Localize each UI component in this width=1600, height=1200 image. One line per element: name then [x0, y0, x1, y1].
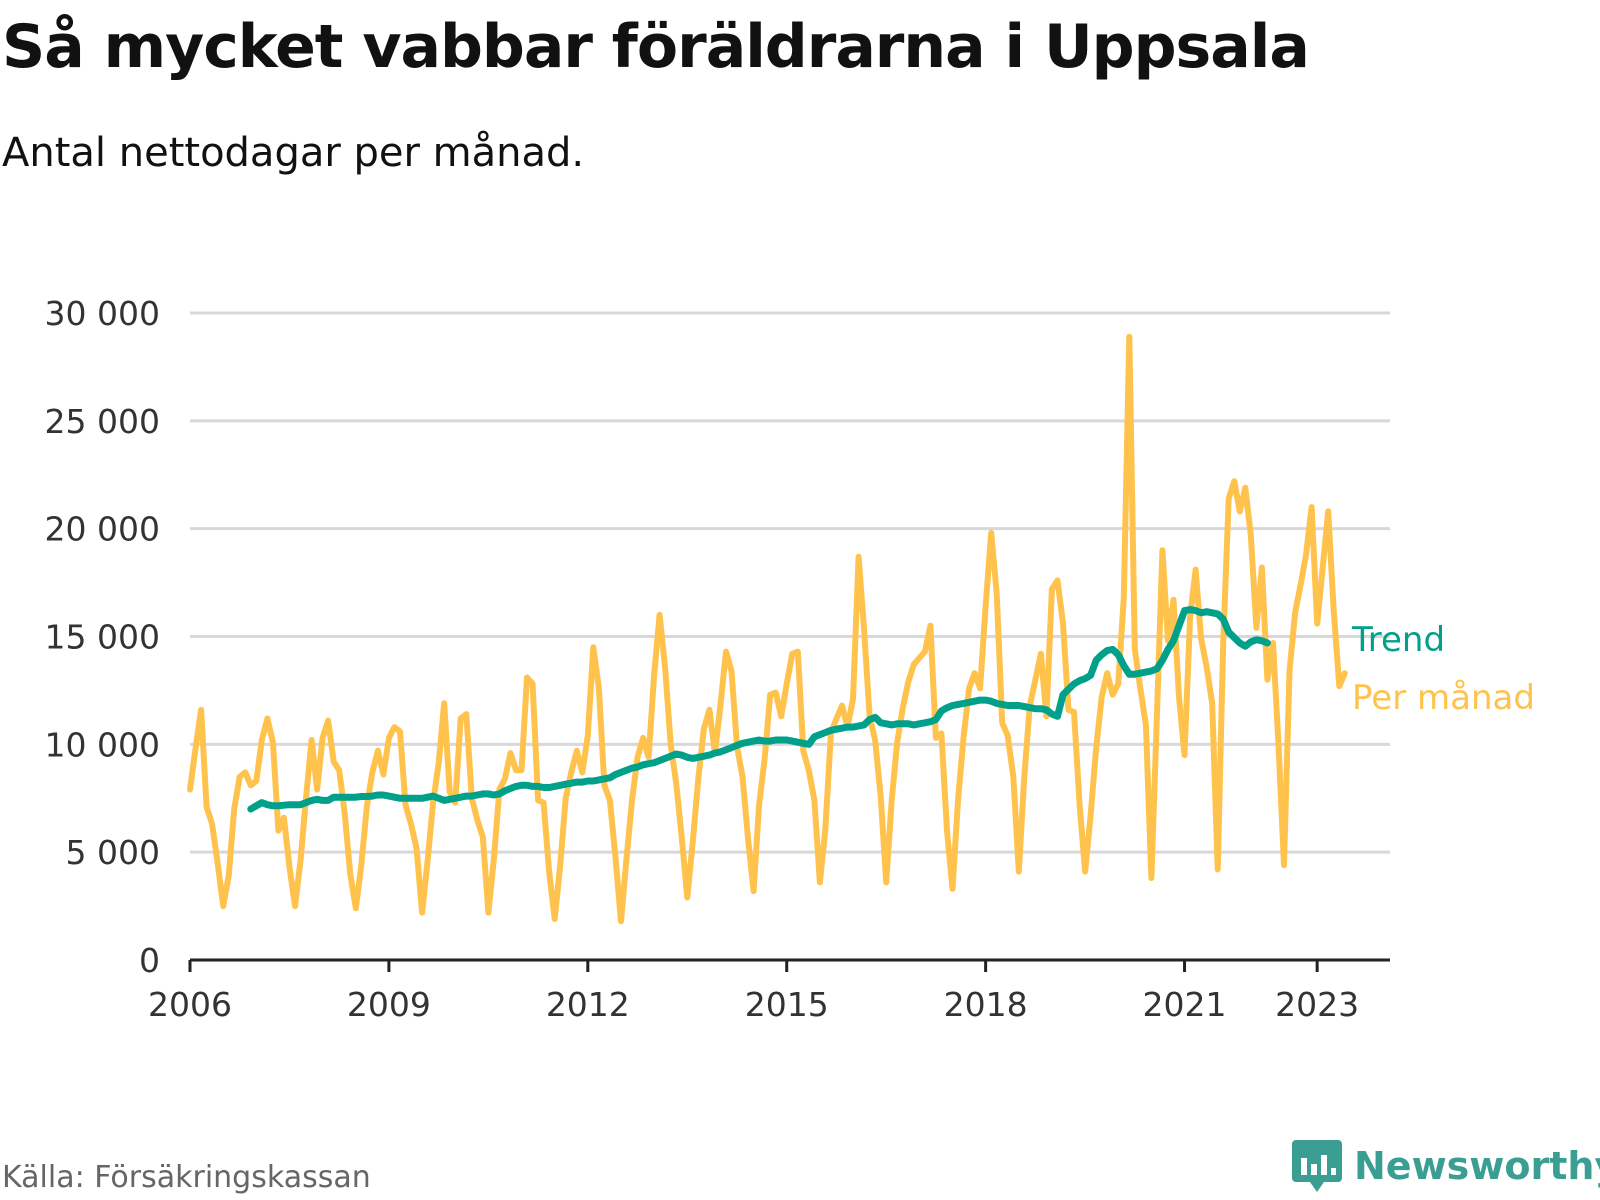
x-tick-label: 2006 [148, 985, 232, 1024]
x-tick-label: 2021 [1143, 985, 1227, 1024]
trend-series-line [247, 606, 1271, 813]
x-axis: 2006 2009 2012 2015 2018 2021 2023 [148, 958, 1390, 1024]
brand-logo: Newsworthy [1292, 1138, 1600, 1194]
monthly-series-line [187, 333, 1348, 925]
source-note: Källa: Försäkringskassan [2, 1160, 371, 1195]
x-tick-label: 2023 [1275, 985, 1359, 1024]
y-tick-label: 30 000 [45, 294, 160, 333]
y-axis-ticks: 0 5 000 10 000 15 000 20 000 25 000 30 000 [45, 294, 160, 980]
y-tick-label: 0 [139, 941, 160, 980]
y-tick-label: 10 000 [45, 725, 160, 764]
y-tick-label: 20 000 [45, 510, 160, 549]
chart-title: Så mycket vabbar föräldrarna i Uppsala [2, 12, 1310, 82]
legend: Trend Per månad [1351, 620, 1535, 718]
legend-label-trend: Trend [1351, 620, 1445, 660]
line-chart: 0 5 000 10 000 15 000 20 000 25 000 30 000 200… [45, 294, 1535, 1024]
series [187, 333, 1348, 925]
x-tick-label: 2018 [944, 985, 1028, 1024]
x-tick-label: 2012 [546, 985, 630, 1024]
y-tick-label: 25 000 [45, 402, 160, 441]
chart-subtitle: Antal nettodagar per månad. [2, 130, 585, 176]
x-tick-label: 2015 [745, 985, 829, 1024]
y-tick-label: 5 000 [66, 833, 160, 872]
newsworthy-logo-icon [1292, 1140, 1342, 1192]
brand-name: Newsworthy [1354, 1144, 1600, 1188]
x-tick-label: 2009 [347, 985, 431, 1024]
y-tick-label: 15 000 [45, 618, 160, 657]
legend-label-monthly: Per månad [1352, 678, 1535, 718]
